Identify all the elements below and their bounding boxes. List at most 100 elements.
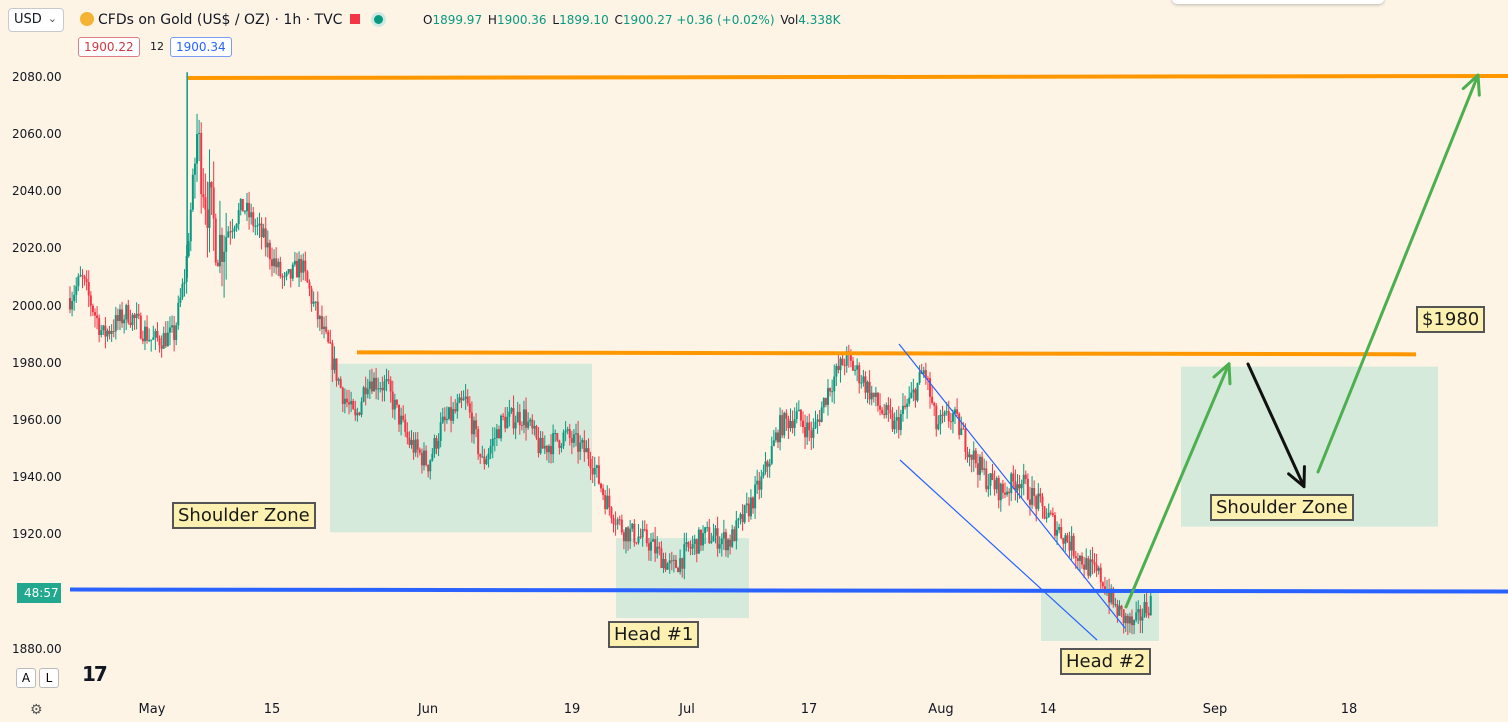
candle: [1031, 476, 1034, 510]
candle: [196, 113, 199, 182]
candle: [1093, 553, 1096, 574]
candle: [1060, 518, 1063, 540]
candle: [764, 452, 767, 475]
candle: [983, 458, 986, 476]
top-resistance-line[interactable]: [187, 74, 1508, 80]
y-tick-label: 1880.00: [12, 641, 62, 656]
projection-arrow-up-2[interactable]: [1316, 73, 1481, 474]
zone-rect[interactable]: [1041, 592, 1159, 641]
spread-value: 12: [150, 40, 164, 53]
candle: [381, 376, 384, 402]
candle: [756, 469, 759, 494]
candle: [1045, 508, 1048, 523]
currency-select-value: USD: [14, 12, 42, 27]
floating-toolbar[interactable]: [1172, 0, 1384, 4]
candle: [918, 365, 921, 385]
candle: [187, 232, 190, 258]
candle: [662, 552, 665, 574]
candle: [547, 444, 550, 463]
y-tick-label: 2040.00: [12, 184, 62, 199]
candle: [818, 409, 821, 427]
candle: [329, 329, 332, 344]
candle: [839, 356, 842, 383]
candle: [191, 168, 194, 213]
candle: [1091, 547, 1094, 575]
channel-upper[interactable]: [898, 343, 1126, 629]
candle: [356, 407, 359, 422]
candle: [860, 375, 863, 389]
candle: [1026, 473, 1029, 501]
candle: [497, 425, 500, 439]
support-line[interactable]: [69, 587, 1508, 594]
candle: [514, 415, 517, 440]
symbol-title[interactable]: CFDs on Gold (US$ / OZ) · 1h · TVC: [80, 12, 384, 28]
candle: [106, 328, 109, 342]
candle: [575, 423, 578, 447]
candle: [770, 436, 773, 465]
candle: [635, 542, 638, 545]
candle: [591, 455, 594, 484]
candle: [137, 303, 140, 320]
candle: [487, 448, 490, 468]
candle: [506, 407, 509, 429]
currency-select[interactable]: USD ⌄: [8, 8, 64, 32]
auto-scale-button[interactable]: A: [16, 668, 36, 688]
candle: [1053, 512, 1056, 539]
candle: [652, 532, 655, 542]
candle: [198, 119, 201, 162]
candle: [98, 314, 101, 343]
candle: [481, 445, 484, 458]
candle: [152, 325, 155, 340]
candle: [845, 346, 848, 373]
channel-lower[interactable]: [899, 459, 1098, 641]
candle: [670, 551, 673, 571]
candle: [237, 202, 240, 231]
candle: [924, 362, 927, 385]
zone-rect[interactable]: [616, 538, 749, 619]
candle: [1089, 549, 1092, 578]
candle: [327, 329, 330, 344]
candle: [922, 366, 925, 378]
tradingview-logo[interactable]: 17: [82, 662, 108, 686]
ohlc-close-label: C: [614, 13, 623, 27]
flag-icon[interactable]: [350, 14, 361, 24]
candle: [454, 399, 457, 414]
candle: [783, 411, 786, 439]
candle: [158, 335, 161, 353]
candle: [516, 401, 519, 423]
sell-price-button[interactable]: 1900.22: [78, 37, 140, 57]
candle: [901, 393, 904, 422]
candle: [1049, 510, 1052, 516]
x-tick-label: Aug: [928, 702, 954, 717]
candle: [202, 168, 205, 208]
projection-arrow-up-1[interactable]: [1124, 362, 1232, 609]
candle: [129, 309, 132, 328]
neckline[interactable]: [356, 350, 1417, 357]
projection-arrow-down[interactable]: [1246, 362, 1306, 489]
settings-icon[interactable]: ⚙: [30, 702, 43, 718]
candle: [114, 306, 117, 340]
candle: [976, 453, 979, 488]
candle: [420, 448, 423, 474]
candle: [1016, 474, 1019, 503]
candle: [981, 451, 984, 473]
candle: [462, 390, 465, 401]
candle: [864, 371, 867, 400]
candle: [593, 456, 596, 487]
candle: [423, 442, 426, 471]
log-scale-button[interactable]: L: [39, 668, 59, 688]
market-open-icon: [374, 15, 384, 24]
candle: [560, 443, 563, 453]
candle: [164, 321, 167, 348]
candle: [162, 326, 165, 350]
candle: [385, 368, 388, 392]
buy-price-button[interactable]: 1900.34: [170, 37, 232, 57]
candle: [354, 400, 357, 421]
candle: [108, 326, 111, 340]
candle: [1143, 594, 1146, 618]
candle: [275, 247, 278, 275]
candle: [779, 407, 782, 451]
candle: [824, 397, 827, 408]
candle: [362, 385, 365, 403]
